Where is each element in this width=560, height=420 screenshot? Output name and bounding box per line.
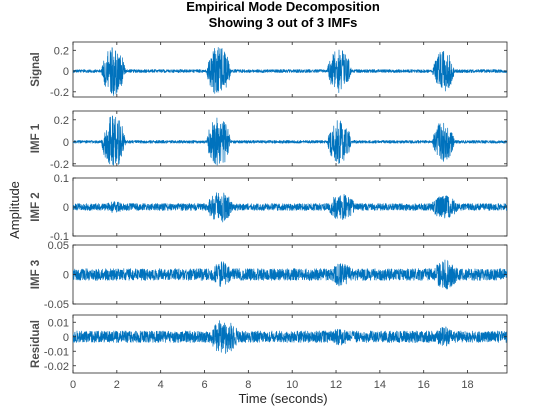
x-tick-label: 0 <box>70 379 76 391</box>
y-tick-label: 0 <box>63 270 69 282</box>
y-tick-label: 0.2 <box>54 45 69 57</box>
panel-0: -0.2 0 0.2 Signal <box>30 41 508 99</box>
series-line-signal <box>73 47 507 96</box>
figure-title-line1: Empirical Mode Decomposition <box>186 0 380 14</box>
panel-label: IMF 1 <box>30 123 42 153</box>
panel-2: -0.1 0 0.1 IMF 2 <box>30 173 508 243</box>
y-tick-label: 0.05 <box>48 240 69 252</box>
panel-label: IMF 3 <box>30 260 42 289</box>
figure-title-line2: Showing 3 out of 3 IMFs <box>209 15 358 30</box>
x-tick-label: 2 <box>114 379 120 391</box>
y-tick-label: -0.02 <box>44 361 69 373</box>
series-line-imf-1 <box>73 115 507 166</box>
y-tick-label: -0.2 <box>50 159 69 171</box>
y-tick-label: 0 <box>63 66 69 78</box>
panels-group: -0.2 0 0.2 Signal -0.2 0 0.2 IMF 1 -0.1 0 0.1 IMF 2… <box>30 41 508 391</box>
panel-3: -0.05 0 0.05 IMF 3 <box>30 240 508 311</box>
x-tick-label: 18 <box>461 379 473 391</box>
y-tick-label: 0 <box>63 137 69 149</box>
panel-1: -0.2 0 0.2 IMF 1 <box>30 110 508 171</box>
y-tick-label: 0.01 <box>48 317 69 329</box>
axes-frame <box>72 314 508 374</box>
y-tick-label: -0.05 <box>44 299 69 311</box>
x-tick-label: 16 <box>418 379 430 391</box>
series-line-residual <box>73 320 507 354</box>
y-tick-label: 0.1 <box>54 173 69 185</box>
y-tick-label: -0.1 <box>50 231 69 243</box>
y-axis-label: Amplitude <box>7 181 22 239</box>
x-axis-label: Time (seconds) <box>238 391 327 406</box>
x-tick-label: 6 <box>201 379 207 391</box>
series-line-imf-2 <box>73 192 507 223</box>
x-tick-label: 8 <box>245 379 251 391</box>
y-tick-label: 0 <box>63 332 69 344</box>
x-tick-label: 14 <box>374 379 386 391</box>
panel-4: 0 2 4 6 8 10 12 14 16 18 -0.02 -0.01 0 0.01 Residual <box>30 314 508 391</box>
panel-label: Signal <box>30 52 42 87</box>
series-line-imf-3 <box>73 259 507 290</box>
panel-label: IMF 2 <box>30 192 42 221</box>
x-tick-label: 4 <box>158 379 164 391</box>
y-tick-label: -0.2 <box>50 87 69 99</box>
x-tick-label: 12 <box>330 379 342 391</box>
panel-label: Residual <box>30 320 42 368</box>
y-tick-label: 0.2 <box>54 115 69 127</box>
y-tick-label: 0 <box>63 202 69 214</box>
x-tick-label: 10 <box>286 379 298 391</box>
y-tick-label: -0.01 <box>44 346 69 358</box>
